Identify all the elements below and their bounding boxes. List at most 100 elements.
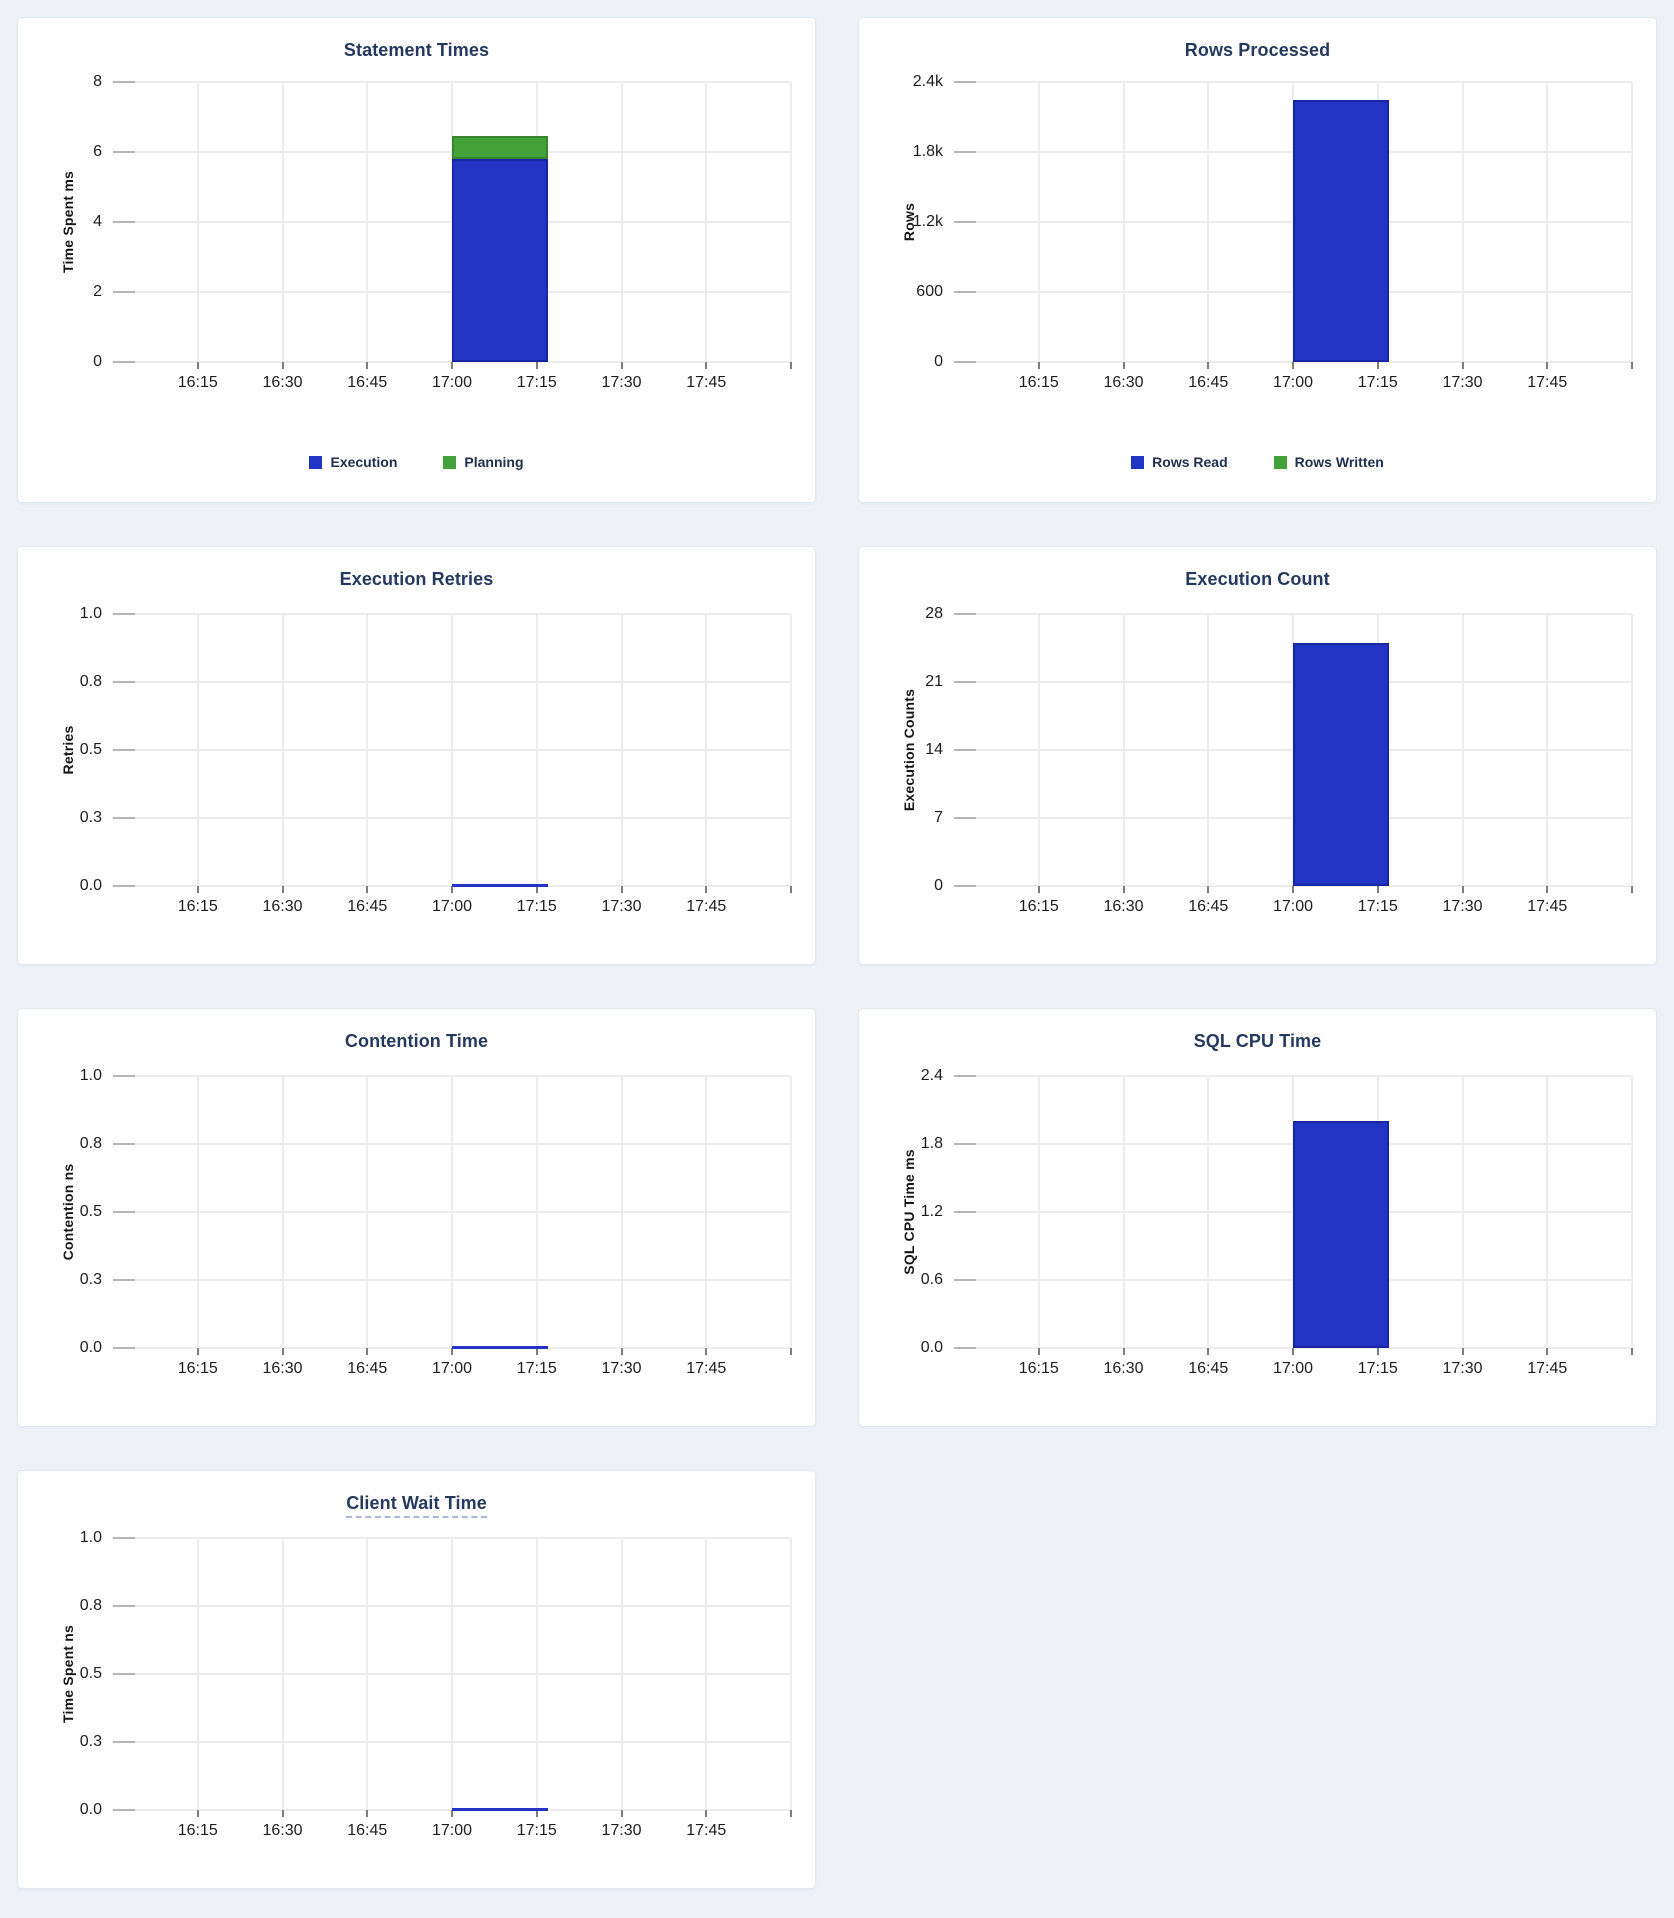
zero-value-line [452,1346,549,1349]
y-tick-label: 8 [93,73,102,90]
y-axis-tick [113,749,135,751]
x-axis-tick [620,362,623,369]
y-tick-label: 2.4k [912,73,943,90]
y-axis-ticks: 0 7 14 21 28 [865,605,943,894]
chart-title-tooltip-trigger[interactable]: Client Wait Time [346,1493,487,1518]
x-tick-label: 17:45 [1527,374,1568,391]
x-tick-label: 17:45 [1527,898,1568,915]
x-tick-label: 17:45 [686,374,727,391]
x-axis-ticks: 16:15 16:30 16:45 17:00 17:15 17:30 17:45 [113,1360,791,1382]
x-axis-tick [1122,362,1125,369]
x-axis-tick [1376,1348,1379,1355]
legend-item: Rows Read [1131,454,1228,470]
y-tick-label: 4 [93,213,102,230]
x-tick-label: 17:30 [601,1360,642,1377]
legend-swatch [309,455,323,469]
x-tick-label: 16:15 [177,1360,218,1377]
bar-segment [452,136,549,159]
y-axis-tick [113,221,135,223]
gridline-v [451,614,453,886]
chart-card-client-wait-time: Client Wait Time Time Spent ns 0.0 0.3 0.5… [17,1470,816,1889]
gridline-v [790,82,792,362]
gridline-v [620,1076,623,1348]
y-axis-tick [954,613,976,615]
y-tick-label: 1.8 [920,1135,943,1152]
gridline-v [366,1538,369,1810]
y-axis-tick [113,1537,135,1539]
legend-item: Execution [309,454,397,470]
chart-card-sql-cpu-time: SQL CPU Time SQL CPU Time ms 0.0 0.6 1.2 1.… [858,1008,1657,1427]
chart-title-text: Execution Retries [339,569,494,589]
y-tick-label: 1.0 [79,605,102,622]
x-axis-ticks: 16:15 16:30 16:45 17:00 17:15 17:30 17:45 [113,898,791,920]
y-axis-tick [113,291,135,293]
x-axis-tick [705,1810,708,1817]
y-tick-label: 0.0 [79,1339,102,1356]
x-axis-tick [1461,362,1464,369]
chart-title: Contention Time [18,1031,815,1052]
plot-area [954,613,1633,893]
y-tick-label: 0.3 [79,809,102,826]
gridline-v [1037,1076,1040,1348]
y-tick-label: 0.0 [79,1801,102,1818]
gridline-v [196,1538,199,1810]
bar-segment [1293,99,1390,362]
chart-card-contention-time: Contention Time Contention ns 0.0 0.3 0.5 0… [17,1008,816,1427]
legend-swatch [1273,455,1287,469]
y-tick-label: 0 [93,353,102,370]
y-axis-ticks: 0.0 0.3 0.5 0.8 1.0 [24,1067,102,1356]
y-tick-label: 6 [93,143,102,160]
y-tick-label: 0.8 [79,1135,102,1152]
gridline-v [620,1538,623,1810]
x-axis-tick [196,886,199,893]
x-axis-tick [281,886,284,893]
y-axis-tick [113,613,135,615]
x-tick-label: 16:15 [177,898,218,915]
y-tick-label: 0.6 [920,1271,943,1288]
plot-area [954,1075,1633,1355]
x-tick-label: 16:15 [1018,374,1059,391]
y-tick-label: 0.0 [920,1339,943,1356]
y-axis-tick [113,1279,135,1281]
x-axis-tick [1461,886,1464,893]
x-axis-tick [535,1348,538,1355]
y-axis-tick [113,1673,135,1675]
x-tick-label: 17:45 [686,1360,727,1377]
x-tick-label: 16:45 [347,1822,388,1839]
legend-label: Rows Read [1152,454,1228,470]
y-axis-tick [954,1075,976,1077]
bar-segment [1293,1121,1390,1348]
y-tick-label: 7 [934,809,943,826]
gridline-v [196,614,199,886]
x-tick-label: 17:00 [1272,1360,1314,1377]
x-axis-tick [451,362,453,369]
y-axis-tick [113,1741,135,1743]
y-tick-label: 0.8 [79,673,102,690]
x-axis-tick [281,1810,284,1817]
plot-area [113,1537,792,1817]
x-axis-ticks: 16:15 16:30 16:45 17:00 17:15 17:30 17:45 [954,1360,1632,1382]
gridline-v [451,1538,453,1810]
chart-title-text: Contention Time [344,1031,489,1051]
x-tick-label: 16:45 [347,1360,388,1377]
x-axis-tick [366,362,369,369]
legend-label: Execution [330,454,398,470]
y-tick-label: 1.8k [912,143,943,160]
x-axis-tick [1631,362,1633,369]
y-tick-label: 0.3 [79,1733,102,1750]
x-axis-ticks: 16:15 16:30 16:45 17:00 17:15 17:30 17:45 [113,1822,791,1844]
y-axis-tick [954,885,976,887]
y-tick-label: 0 [934,353,943,370]
y-axis-ticks: 0.0 0.3 0.5 0.8 1.0 [24,1529,102,1818]
x-tick-label: 16:30 [262,374,303,391]
y-tick-label: 1.2k [912,213,943,230]
y-tick-label: 14 [925,741,943,758]
x-tick-label: 17:30 [601,1822,642,1839]
x-axis-tick [1546,1348,1549,1355]
gridline-v [1546,1076,1549,1348]
chart-title: Rows Processed [859,40,1656,61]
legend-swatch [1131,455,1145,469]
x-tick-label: 17:30 [601,898,642,915]
x-tick-label: 16:30 [262,898,303,915]
